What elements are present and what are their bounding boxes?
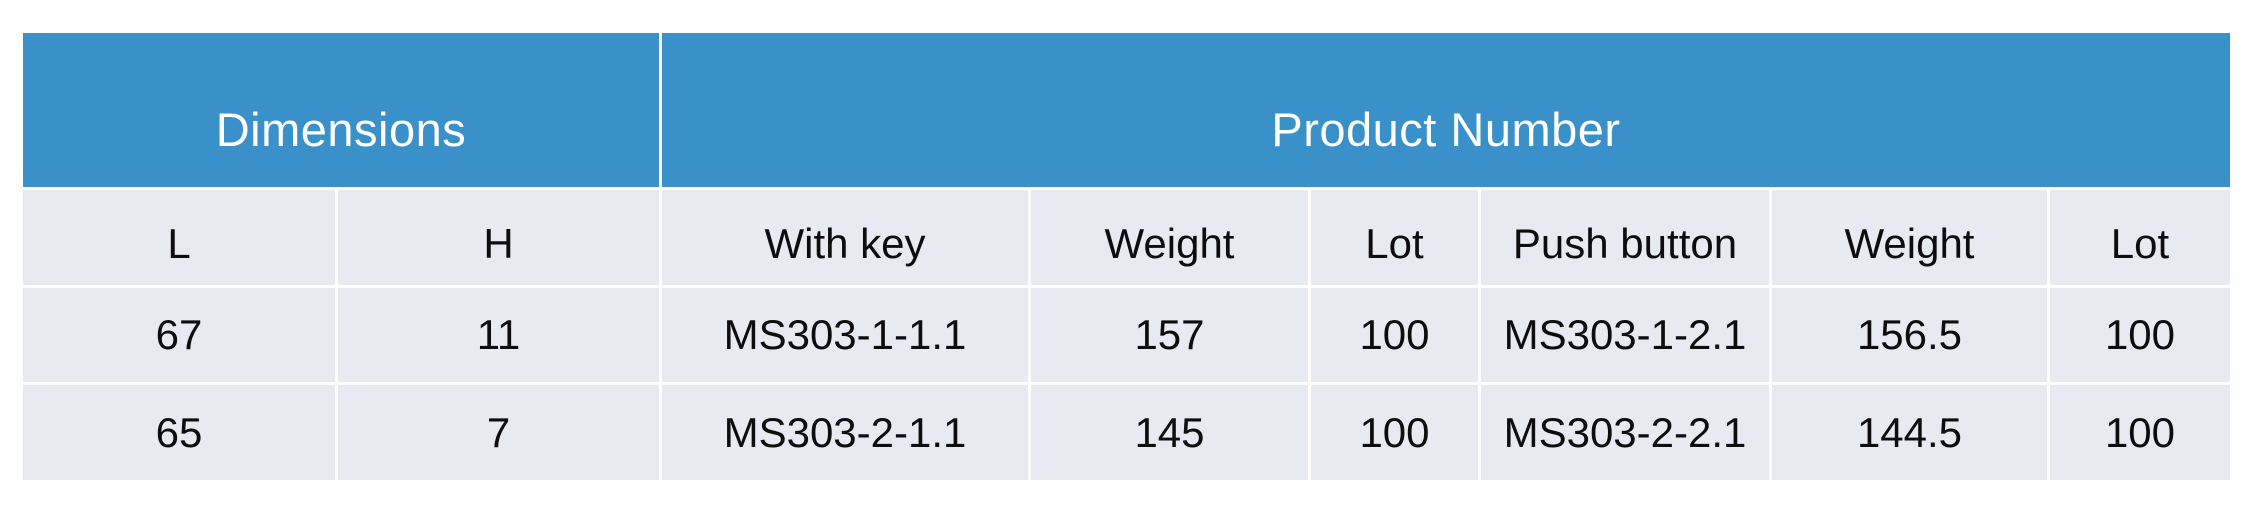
- cell-row1-weight-key: 157: [1031, 288, 1308, 382]
- cell-row1-lot-key: 100: [1311, 288, 1478, 382]
- column-header-weight-key: Weight: [1031, 190, 1308, 285]
- cell-row2-with-key: MS303-2-1.1: [662, 385, 1028, 480]
- column-header-l: L: [23, 190, 335, 285]
- cell-row2-weight-push: 144.5: [1772, 385, 2047, 480]
- product-spec-table: Dimensions Product Number L H With key W…: [23, 33, 2230, 480]
- cell-row2-push-button: MS303-2-2.1: [1481, 385, 1769, 480]
- cell-row1-weight-push: 156.5: [1772, 288, 2047, 382]
- cell-row1-with-key: MS303-1-1.1: [662, 288, 1028, 382]
- column-header-weight-push: Weight: [1772, 190, 2047, 285]
- column-header-lot-key: Lot: [1311, 190, 1478, 285]
- cell-row1-push-button: MS303-1-2.1: [1481, 288, 1769, 382]
- cell-row2-h: 7: [338, 385, 659, 480]
- column-header-push-button: Push button: [1481, 190, 1769, 285]
- group-header-dimensions: Dimensions: [23, 33, 659, 187]
- column-header-lot-push: Lot: [2050, 190, 2230, 285]
- cell-row1-lot-push: 100: [2050, 288, 2230, 382]
- cell-row2-weight-key: 145: [1031, 385, 1308, 480]
- cell-row1-l: 67: [23, 288, 335, 382]
- column-header-with-key: With key: [662, 190, 1028, 285]
- cell-row2-l: 65: [23, 385, 335, 480]
- cell-row2-lot-push: 100: [2050, 385, 2230, 480]
- group-header-product-number: Product Number: [662, 33, 2230, 187]
- column-header-h: H: [338, 190, 659, 285]
- cell-row1-h: 11: [338, 288, 659, 382]
- cell-row2-lot-key: 100: [1311, 385, 1478, 480]
